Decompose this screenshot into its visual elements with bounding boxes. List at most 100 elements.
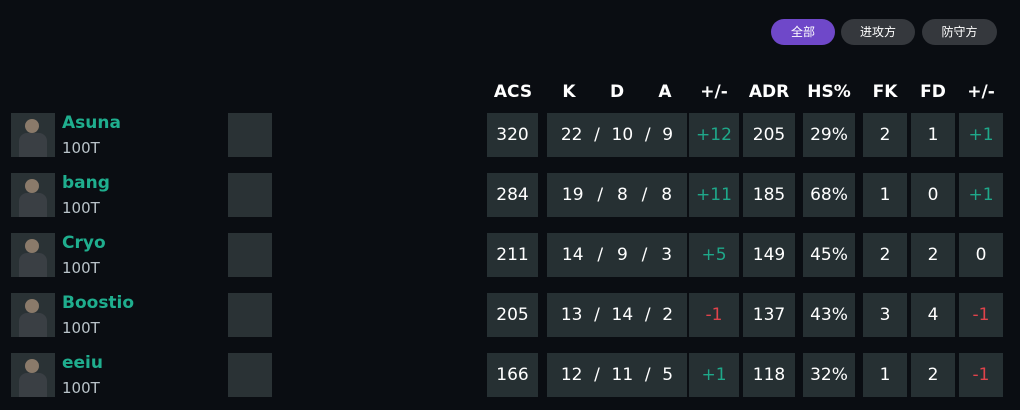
assists: 8 bbox=[661, 185, 673, 205]
player-avatar bbox=[11, 233, 55, 277]
player-avatar bbox=[11, 353, 55, 397]
deaths: 9 bbox=[616, 245, 628, 265]
table-row[interactable]: Asuna 100T 320 22 / 10 / 9 +12 205 29% 2 1 +… bbox=[0, 113, 1020, 157]
fk-diff-cell: +1 bbox=[959, 113, 1003, 157]
kda-cell: 13 / 14 / 2 bbox=[547, 293, 687, 337]
adr-cell: 185 bbox=[743, 173, 795, 217]
player-avatar bbox=[11, 293, 55, 337]
agent-icon bbox=[228, 293, 272, 337]
acs-cell: 320 bbox=[487, 113, 538, 157]
kills: 14 bbox=[561, 245, 584, 265]
separator: / bbox=[644, 365, 651, 385]
hs-cell: 29% bbox=[803, 113, 855, 157]
acs-cell: 205 bbox=[487, 293, 538, 337]
agent-icon bbox=[228, 233, 272, 277]
hs-cell: 43% bbox=[803, 293, 855, 337]
kills: 22 bbox=[560, 125, 583, 145]
fk-diff-cell: -1 bbox=[959, 293, 1003, 337]
kda-cell: 22 / 10 / 9 bbox=[547, 113, 687, 157]
tab-all[interactable]: 全部 bbox=[771, 19, 835, 45]
fd-cell: 2 bbox=[911, 233, 955, 277]
separator: / bbox=[597, 185, 604, 205]
acs-cell: 166 bbox=[487, 353, 538, 397]
table-row[interactable]: bang 100T 284 19 / 8 / 8 +11 185 68% 1 0 +1 bbox=[0, 173, 1020, 217]
fd-cell: 4 bbox=[911, 293, 955, 337]
kda-cell: 19 / 8 / 8 bbox=[547, 173, 687, 217]
fd-cell: 0 bbox=[911, 173, 955, 217]
player-name[interactable]: Boostio bbox=[62, 293, 135, 313]
column-header: ADR bbox=[748, 82, 790, 102]
player-avatar bbox=[11, 113, 55, 157]
adr-cell: 149 bbox=[743, 233, 795, 277]
deaths: 14 bbox=[611, 305, 634, 325]
player-team: 100T bbox=[62, 139, 100, 157]
kd-diff-cell: +5 bbox=[689, 233, 739, 277]
fk-cell: 3 bbox=[863, 293, 907, 337]
kd-diff-cell: +11 bbox=[689, 173, 739, 217]
player-avatar bbox=[11, 173, 55, 217]
player-name[interactable]: eeiu bbox=[62, 353, 103, 373]
fd-cell: 2 bbox=[911, 353, 955, 397]
column-header: +/- bbox=[700, 82, 728, 102]
acs-cell: 284 bbox=[487, 173, 538, 217]
assists: 3 bbox=[661, 245, 673, 265]
tab-attack[interactable]: 进攻方 bbox=[841, 19, 915, 45]
agent-icon bbox=[228, 353, 272, 397]
kd-diff-cell: -1 bbox=[689, 293, 739, 337]
separator: / bbox=[594, 125, 600, 145]
deaths: 8 bbox=[616, 185, 628, 205]
player-name[interactable]: Asuna bbox=[62, 113, 121, 133]
separator: / bbox=[594, 305, 600, 325]
player-team: 100T bbox=[62, 379, 100, 397]
column-header: FK bbox=[872, 82, 898, 102]
table-row[interactable]: Boostio 100T 205 13/14/2 -1 137 43% 3 4 … bbox=[0, 293, 1020, 337]
separator: / bbox=[641, 185, 648, 205]
acs-cell: 211 bbox=[487, 233, 538, 277]
fk-cell: 2 bbox=[863, 113, 907, 157]
separator: / bbox=[641, 245, 648, 265]
column-header: HS% bbox=[807, 82, 851, 102]
separator: / bbox=[644, 305, 651, 325]
column-header: A bbox=[658, 82, 672, 102]
player-name[interactable]: Cryo bbox=[62, 233, 106, 253]
hs-cell: 32% bbox=[803, 353, 855, 397]
kills: 19 bbox=[561, 185, 584, 205]
table-row[interactable]: Cryo 100T 211 14 / 9 / 3 +5 149 45% 2 2 0 bbox=[0, 233, 1020, 277]
player-team: 100T bbox=[62, 199, 100, 217]
kda-cell: 12 / 11 / 5 bbox=[547, 353, 687, 397]
assists: 9 bbox=[662, 125, 674, 145]
agent-icon bbox=[228, 173, 272, 217]
kda-cell: 14 / 9 / 3 bbox=[547, 233, 687, 277]
kd-diff-cell: +1 bbox=[689, 353, 739, 397]
column-header: ACS bbox=[493, 82, 533, 102]
fk-cell: 1 bbox=[863, 353, 907, 397]
fk-diff-cell: 0 bbox=[959, 233, 1003, 277]
separator: / bbox=[644, 125, 651, 145]
separator: / bbox=[597, 245, 604, 265]
column-header: K bbox=[562, 82, 576, 102]
fd-cell: 1 bbox=[911, 113, 955, 157]
kd-diff-cell: +12 bbox=[689, 113, 739, 157]
kills: 13 bbox=[560, 305, 583, 325]
column-header: +/- bbox=[967, 82, 995, 102]
fk-cell: 2 bbox=[863, 233, 907, 277]
adr-cell: 137 bbox=[743, 293, 795, 337]
hs-cell: 45% bbox=[803, 233, 855, 277]
player-team: 100T bbox=[62, 319, 100, 337]
deaths: 10 bbox=[611, 125, 634, 145]
fk-diff-cell: +1 bbox=[959, 173, 1003, 217]
fk-diff-cell: -1 bbox=[959, 353, 1003, 397]
hs-cell: 68% bbox=[803, 173, 855, 217]
assists: 2 bbox=[662, 305, 674, 325]
adr-cell: 205 bbox=[743, 113, 795, 157]
adr-cell: 118 bbox=[743, 353, 795, 397]
deaths: 11 bbox=[611, 365, 634, 385]
player-name[interactable]: bang bbox=[62, 173, 110, 193]
table-row[interactable]: eeiu 100T 166 12 / 11 / 5 +1 118 32% 1 2 -1 bbox=[0, 353, 1020, 397]
fk-cell: 1 bbox=[863, 173, 907, 217]
agent-icon bbox=[228, 113, 272, 157]
separator: / bbox=[594, 365, 600, 385]
column-header: FD bbox=[920, 82, 946, 102]
tab-defense[interactable]: 防守方 bbox=[922, 19, 997, 45]
kills: 12 bbox=[560, 365, 583, 385]
